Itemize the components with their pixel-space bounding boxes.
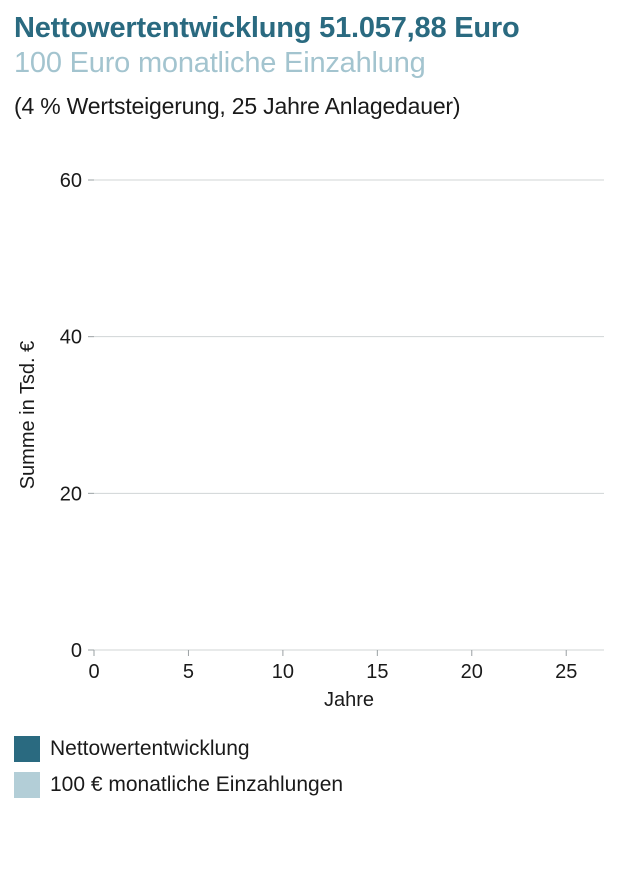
x-axis-label: Jahre xyxy=(324,689,374,711)
y-tick-label: 60 xyxy=(60,170,82,192)
y-tick-label: 20 xyxy=(60,483,82,505)
x-tick-label: 20 xyxy=(461,661,483,683)
legend-label: 100 € monatliche Einzahlungen xyxy=(50,773,343,797)
y-tick-label: 0 xyxy=(71,640,82,662)
chart-svg: 0 20 40 60 0 5 10 15 20 25 Jahre Summe in Tsd. € xyxy=(14,170,614,720)
chart-caption: (4 % Wertsteigerung, 25 Jahre Anlagedaue… xyxy=(14,93,614,120)
legend-swatch-icon xyxy=(14,736,40,762)
x-tick-label: 10 xyxy=(272,661,294,683)
legend: Nettowertentwicklung 100 € monatliche Ei… xyxy=(14,736,614,798)
chart-subtitle: 100 Euro monatliche Einzahlung xyxy=(14,47,614,80)
x-tick-label: 15 xyxy=(366,661,388,683)
x-tick-label: 25 xyxy=(555,661,577,683)
y-tick-label: 40 xyxy=(60,326,82,348)
page-root: Nettowertentwicklung 51.057,88 Euro 100 … xyxy=(0,0,628,873)
legend-swatch-icon xyxy=(14,772,40,798)
legend-item: Nettowertentwicklung xyxy=(14,736,614,762)
chart-title: Nettowertentwicklung 51.057,88 Euro xyxy=(14,12,614,45)
x-tick-label: 0 xyxy=(88,661,99,683)
legend-item: 100 € monatliche Einzahlungen xyxy=(14,772,614,798)
legend-label: Nettowertentwicklung xyxy=(50,737,250,761)
chart-area: 0 20 40 60 0 5 10 15 20 25 Jahre Summe in Tsd. € xyxy=(14,170,614,720)
x-tick-label: 5 xyxy=(183,661,194,683)
y-axis-label: Summe in Tsd. € xyxy=(17,340,39,489)
